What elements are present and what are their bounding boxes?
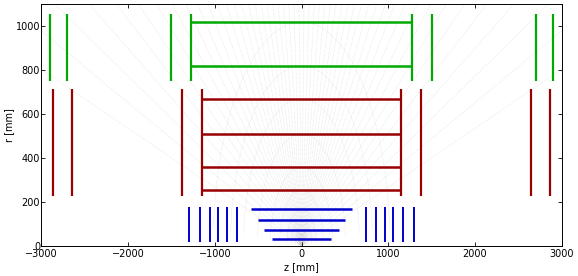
X-axis label: z [mm]: z [mm] [284,262,319,272]
Y-axis label: r [mm]: r [mm] [4,108,14,142]
